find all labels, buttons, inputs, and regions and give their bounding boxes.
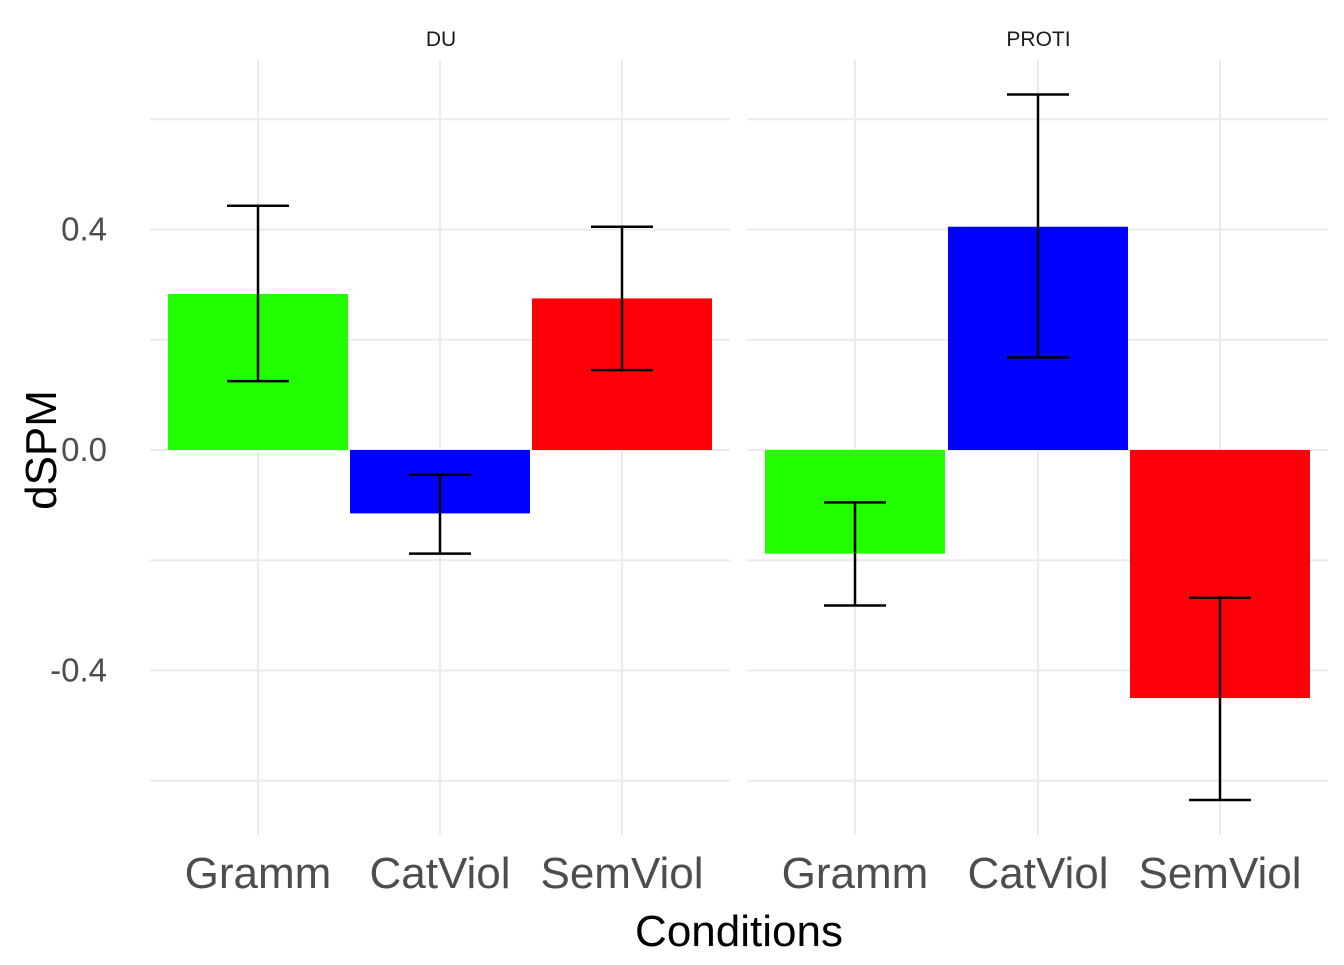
x-tick-label: SemViol	[1138, 849, 1301, 898]
y-tick-label: 0.0	[61, 431, 107, 468]
y-axis-label: dSPM	[17, 390, 66, 510]
x-tick-label: CatViol	[369, 849, 510, 898]
panel-title: DU	[426, 28, 456, 51]
x-tick-label: CatViol	[967, 849, 1108, 898]
x-tick-label: Gramm	[782, 849, 929, 898]
x-tick-label: Gramm	[185, 849, 332, 898]
text-layer: DU Gramm CatViol SemViol PROTI Gramm CatViol Se…	[50, 28, 1301, 898]
y-tick-label: -0.4	[50, 652, 107, 689]
x-axis-label: Conditions	[635, 907, 843, 956]
panel-title: PROTI	[1006, 28, 1070, 51]
bar-layer	[168, 226, 1310, 699]
y-tick-label: 0.4	[61, 211, 107, 248]
x-tick-label: SemViol	[540, 849, 703, 898]
error-bar-layer	[227, 93, 1251, 802]
